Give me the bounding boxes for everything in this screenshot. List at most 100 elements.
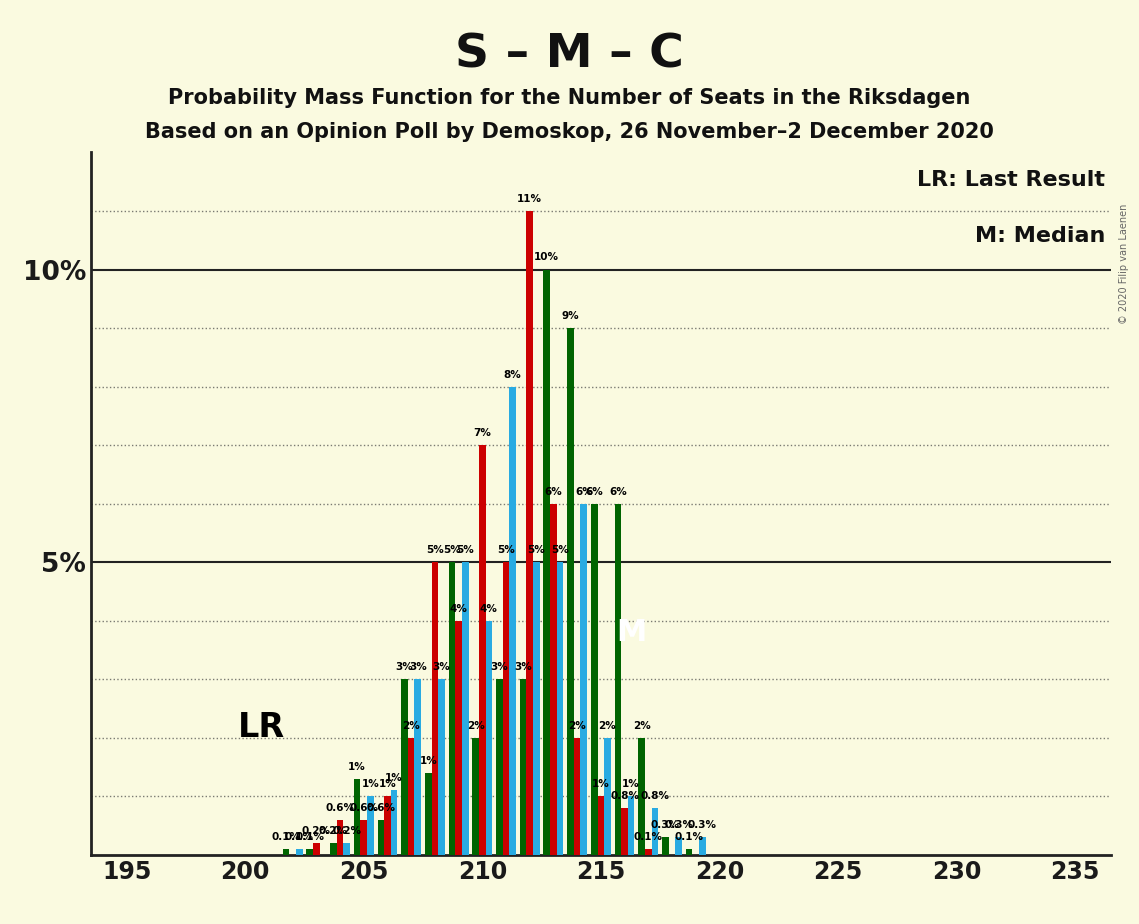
Bar: [425, 772, 432, 855]
Bar: [360, 820, 367, 855]
Text: 0.1%: 0.1%: [271, 832, 301, 842]
Bar: [449, 562, 456, 855]
Bar: [533, 562, 540, 855]
Text: 3%: 3%: [409, 663, 427, 672]
Bar: [415, 679, 421, 855]
Text: 0.1%: 0.1%: [633, 832, 663, 842]
Text: 6%: 6%: [575, 487, 592, 496]
Bar: [408, 737, 415, 855]
Text: 0.2%: 0.2%: [302, 826, 330, 836]
Bar: [652, 808, 658, 855]
Bar: [497, 679, 502, 855]
Bar: [675, 837, 682, 855]
Bar: [604, 737, 611, 855]
Bar: [401, 679, 408, 855]
Text: 0.3%: 0.3%: [650, 821, 680, 830]
Bar: [432, 562, 439, 855]
Text: 0.8%: 0.8%: [611, 791, 639, 801]
Bar: [330, 843, 337, 855]
Text: 0.6%: 0.6%: [350, 803, 378, 812]
Text: Based on an Opinion Poll by Demoskop, 26 November–2 December 2020: Based on an Opinion Poll by Demoskop, 26…: [145, 122, 994, 142]
Bar: [462, 562, 468, 855]
Text: LR: LR: [238, 711, 286, 744]
Text: 0.1%: 0.1%: [295, 832, 325, 842]
Text: S – M – C: S – M – C: [456, 32, 683, 78]
Text: © 2020 Filip van Laenen: © 2020 Filip van Laenen: [1120, 203, 1129, 323]
Bar: [480, 445, 485, 855]
Bar: [296, 849, 303, 855]
Bar: [526, 211, 533, 855]
Text: 5%: 5%: [426, 545, 444, 555]
Text: M: M: [616, 618, 646, 647]
Bar: [686, 849, 693, 855]
Text: M: Median: M: Median: [975, 226, 1106, 246]
Bar: [550, 504, 557, 855]
Text: 0.2%: 0.2%: [319, 826, 347, 836]
Text: 3%: 3%: [514, 663, 532, 672]
Text: 10%: 10%: [534, 252, 559, 262]
Text: 1%: 1%: [592, 779, 609, 789]
Bar: [621, 808, 628, 855]
Text: 7%: 7%: [474, 428, 491, 438]
Bar: [662, 837, 669, 855]
Text: 6%: 6%: [544, 487, 563, 496]
Bar: [557, 562, 564, 855]
Bar: [391, 790, 398, 855]
Text: 11%: 11%: [517, 194, 542, 204]
Text: 8%: 8%: [503, 370, 522, 380]
Bar: [439, 679, 445, 855]
Text: 0.1%: 0.1%: [285, 832, 313, 842]
Bar: [456, 621, 462, 855]
Text: 2%: 2%: [568, 721, 585, 731]
Text: 5%: 5%: [527, 545, 546, 555]
Bar: [502, 562, 509, 855]
Bar: [543, 270, 550, 855]
Text: 6%: 6%: [609, 487, 626, 496]
Bar: [313, 843, 320, 855]
Bar: [699, 837, 705, 855]
Bar: [567, 328, 574, 855]
Text: 5%: 5%: [551, 545, 568, 555]
Text: 4%: 4%: [450, 603, 467, 614]
Text: 1%: 1%: [385, 773, 403, 784]
Bar: [306, 849, 313, 855]
Text: 0.8%: 0.8%: [640, 791, 670, 801]
Bar: [509, 386, 516, 855]
Bar: [485, 621, 492, 855]
Bar: [367, 796, 374, 855]
Text: 2%: 2%: [467, 721, 484, 731]
Bar: [645, 849, 652, 855]
Text: 5%: 5%: [443, 545, 461, 555]
Bar: [384, 796, 391, 855]
Text: 0.3%: 0.3%: [664, 821, 694, 830]
Text: 3%: 3%: [395, 663, 413, 672]
Bar: [354, 779, 360, 855]
Text: 6%: 6%: [585, 487, 603, 496]
Text: 0.6%: 0.6%: [326, 803, 354, 812]
Text: 1%: 1%: [378, 779, 396, 789]
Text: LR: Last Result: LR: Last Result: [917, 170, 1106, 190]
Text: 2%: 2%: [599, 721, 616, 731]
Bar: [473, 737, 480, 855]
Text: 1%: 1%: [419, 756, 437, 766]
Bar: [638, 737, 645, 855]
Bar: [343, 843, 350, 855]
Text: 1%: 1%: [361, 779, 379, 789]
Text: 0.2%: 0.2%: [333, 826, 361, 836]
Bar: [377, 820, 384, 855]
Text: Probability Mass Function for the Number of Seats in the Riksdagen: Probability Mass Function for the Number…: [169, 88, 970, 108]
Text: 1%: 1%: [622, 779, 640, 789]
Bar: [628, 796, 634, 855]
Text: 3%: 3%: [433, 663, 450, 672]
Bar: [615, 504, 621, 855]
Bar: [519, 679, 526, 855]
Text: 9%: 9%: [562, 311, 580, 321]
Text: 0.6%: 0.6%: [367, 803, 395, 812]
Text: 5%: 5%: [457, 545, 474, 555]
Text: 5%: 5%: [497, 545, 515, 555]
Bar: [337, 820, 343, 855]
Text: 3%: 3%: [491, 663, 508, 672]
Text: 1%: 1%: [349, 761, 366, 772]
Bar: [598, 796, 604, 855]
Bar: [591, 504, 598, 855]
